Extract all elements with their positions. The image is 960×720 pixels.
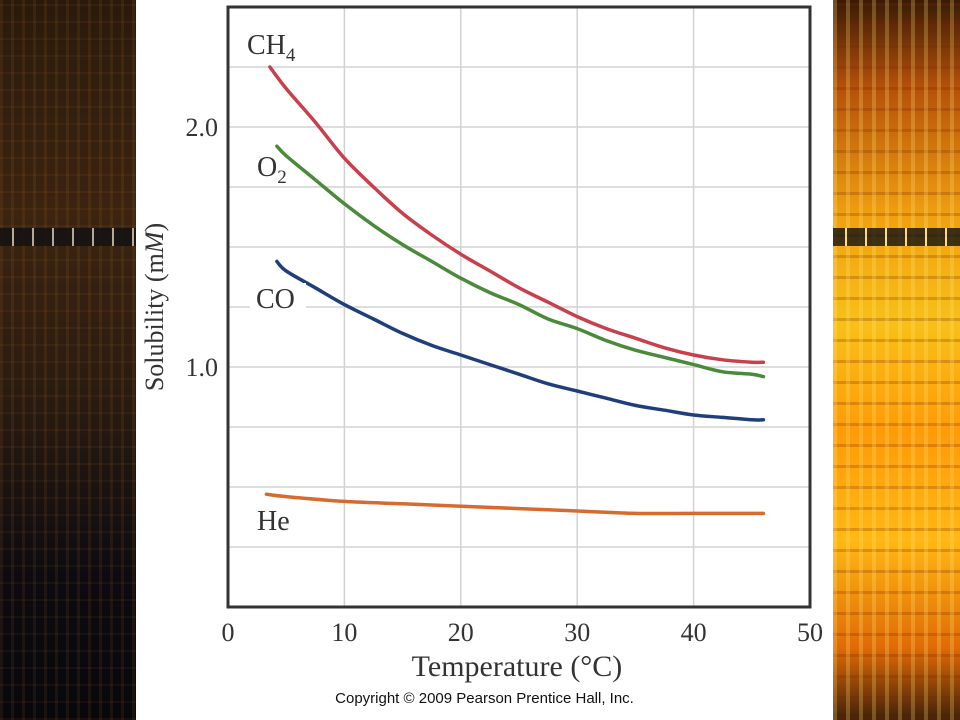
x-axis-label: Temperature (°C) — [412, 650, 623, 683]
series-lines — [264, 65, 766, 516]
grid-layer — [228, 7, 810, 607]
x-tick-label: 40 — [681, 618, 707, 647]
y-axis-label: Solubility (mM) — [140, 223, 169, 391]
series-label-o2: O2 — [257, 152, 287, 188]
background-right-panel — [833, 0, 960, 720]
x-tick-labels: 0 10 20 30 40 50 — [222, 618, 824, 647]
x-tick-label: 20 — [448, 618, 474, 647]
series-line-co — [275, 259, 766, 422]
series-label-background — [250, 283, 306, 315]
series-label-ch4: CH4 — [247, 30, 296, 66]
series-line-ch4 — [268, 65, 766, 365]
x-tick-label: 30 — [564, 618, 590, 647]
x-tick-label: 10 — [331, 618, 357, 647]
plot-frame — [226, 5, 812, 609]
x-tick-label: 0 — [222, 618, 235, 647]
y-axis-label-end: ) — [140, 223, 169, 232]
y-tick-label: 1.0 — [186, 353, 219, 382]
y-tick-label: 2.0 — [186, 113, 219, 142]
series-line-he — [264, 492, 766, 516]
series-label-he: He — [257, 506, 290, 537]
background-left-panel — [0, 0, 136, 720]
series-label-co: CO — [256, 284, 295, 315]
series-line-o2 — [275, 144, 766, 379]
x-tick-label: 50 — [797, 618, 823, 647]
y-tick-labels: 1.0 2.0 — [186, 113, 219, 382]
series-labels: CH4 O2 CO He — [247, 30, 306, 537]
y-axis-label-unit: M — [140, 230, 169, 254]
copyright-notice: Copyright © 2009 Pearson Prentice Hall, … — [335, 690, 634, 707]
y-axis-label-main: Solubility (m — [140, 253, 169, 391]
